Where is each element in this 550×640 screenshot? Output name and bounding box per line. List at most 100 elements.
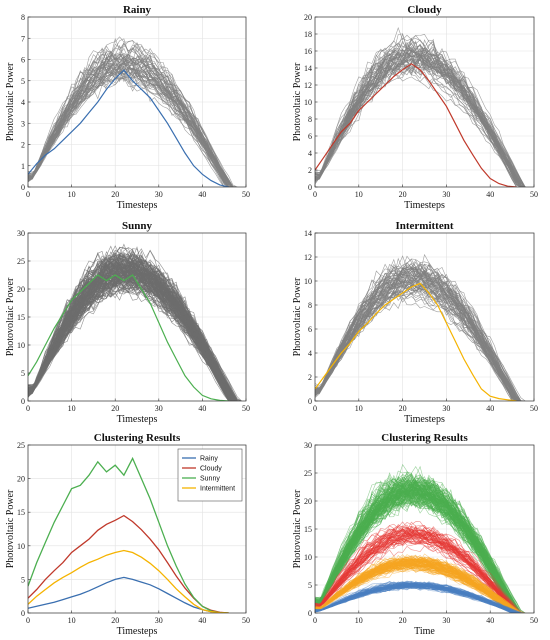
x-tick-label: 40 xyxy=(198,190,206,199)
background-series-line xyxy=(315,279,517,401)
background-series-line xyxy=(315,42,522,187)
x-tick-label: 20 xyxy=(399,404,407,413)
y-tick-label: 0 xyxy=(21,609,25,618)
chart-title: Cloudy xyxy=(407,4,442,16)
axes-frame xyxy=(314,232,535,402)
background-series-line xyxy=(315,582,517,613)
background-series-line xyxy=(315,583,517,613)
background-series-line xyxy=(315,59,526,187)
background-series-line xyxy=(315,500,517,613)
highlight-series-line xyxy=(315,63,517,187)
background-series-line xyxy=(315,49,522,187)
y-tick-label: 10 xyxy=(17,341,25,350)
background-series-line xyxy=(28,47,234,187)
legend-label: Rainy xyxy=(200,456,218,463)
background-series-line xyxy=(28,267,233,401)
background-series-line xyxy=(315,463,522,613)
y-tick-label: 3 xyxy=(21,119,25,128)
y-tick-label: 5 xyxy=(21,369,25,378)
x-tick-label: 20 xyxy=(399,190,407,199)
background-series-line xyxy=(315,533,517,613)
chart-panel-3: 0 10 20 30 40 50 0 5 10 15 20 25 30 Sunny Timesteps Pho… xyxy=(5,220,250,425)
background-series-line xyxy=(315,465,522,613)
background-series-line xyxy=(28,51,229,187)
x-tick-label: 10 xyxy=(355,404,363,413)
background-series-line xyxy=(315,582,521,613)
background-series-line xyxy=(315,562,522,613)
y-tick-label: 30 xyxy=(304,441,312,450)
y-tick-label: 14 xyxy=(304,229,312,238)
y-axis-label: Photovoltaic Power xyxy=(292,277,303,356)
x-tick-label: 30 xyxy=(155,616,163,625)
y-tick-label: 5 xyxy=(21,77,25,86)
series-line-intermittent xyxy=(28,549,229,613)
y-tick-label: 10 xyxy=(304,277,312,286)
background-series-line xyxy=(315,34,522,187)
chart-title: Clustering Results xyxy=(94,432,181,444)
background-series-line xyxy=(28,269,238,401)
chart-title: Sunny xyxy=(122,220,152,232)
y-tick-label: 7 xyxy=(21,34,25,43)
x-tick-label: 0 xyxy=(313,616,317,625)
y-tick-label: 15 xyxy=(304,525,312,534)
background-series-line xyxy=(315,265,522,401)
background-series-line xyxy=(315,538,517,613)
y-tick-label: 20 xyxy=(17,475,25,484)
background-series-line xyxy=(315,486,522,613)
y-tick-label: 12 xyxy=(304,81,312,90)
x-axis-label: Timesteps xyxy=(404,414,445,425)
x-tick-label: 50 xyxy=(530,190,538,199)
x-tick-label: 40 xyxy=(198,404,206,413)
y-tick-label: 15 xyxy=(17,508,25,517)
background-series-line xyxy=(315,474,517,613)
y-tick-label: 0 xyxy=(21,183,25,192)
x-tick-label: 0 xyxy=(313,404,317,413)
highlight-series-line xyxy=(28,69,229,187)
y-tick-label: 4 xyxy=(21,98,25,107)
plot-content xyxy=(28,456,229,613)
y-tick-label: 25 xyxy=(17,441,25,450)
y-tick-label: 10 xyxy=(304,98,312,107)
x-tick-label: 30 xyxy=(442,616,450,625)
x-tick-label: 50 xyxy=(242,616,250,625)
y-tick-label: 5 xyxy=(308,581,312,590)
background-series-line xyxy=(315,291,522,401)
y-axis-label: Photovoltaic Power xyxy=(292,62,303,141)
background-series-line xyxy=(315,269,517,401)
y-tick-label: 0 xyxy=(21,397,25,406)
y-axis-label: Photovoltaic Power xyxy=(5,62,16,141)
background-series-line xyxy=(315,489,522,613)
chart-panel-1: 0 10 20 30 40 50 0 1 2 3 4 5 6 7 8 Rainy Timesteps Photov… xyxy=(5,4,250,211)
x-axis-label: Timesteps xyxy=(117,414,158,425)
y-tick-label: 10 xyxy=(17,542,25,551)
background-series-line xyxy=(315,286,517,401)
background-series-line xyxy=(315,563,517,613)
x-tick-label: 10 xyxy=(355,616,363,625)
highlight-series-line xyxy=(315,282,517,401)
background-series-line xyxy=(28,262,238,401)
x-tick-label: 40 xyxy=(486,404,494,413)
background-series-line xyxy=(315,538,517,613)
x-axis-label: Timesteps xyxy=(117,626,158,637)
y-axis-label: Photovoltaic Power xyxy=(5,277,16,356)
y-tick-label: 2 xyxy=(308,166,312,175)
y-tick-label: 8 xyxy=(308,301,312,310)
plot-content xyxy=(28,243,242,401)
background-series-line xyxy=(315,584,517,613)
x-tick-label: 40 xyxy=(198,616,206,625)
x-axis-label: Time xyxy=(414,626,435,637)
y-tick-label: 0 xyxy=(308,609,312,618)
x-tick-label: 10 xyxy=(355,190,363,199)
y-tick-label: 25 xyxy=(304,469,312,478)
y-tick-label: 1 xyxy=(21,162,25,171)
legend-label: Cloudy xyxy=(200,466,222,473)
x-tick-label: 40 xyxy=(486,190,494,199)
background-series-line xyxy=(315,269,522,401)
y-tick-label: 0 xyxy=(308,397,312,406)
y-tick-label: 12 xyxy=(304,253,312,262)
background-series-line xyxy=(28,277,234,401)
x-tick-label: 0 xyxy=(313,190,317,199)
x-tick-label: 10 xyxy=(68,190,76,199)
y-tick-label: 15 xyxy=(17,313,25,322)
